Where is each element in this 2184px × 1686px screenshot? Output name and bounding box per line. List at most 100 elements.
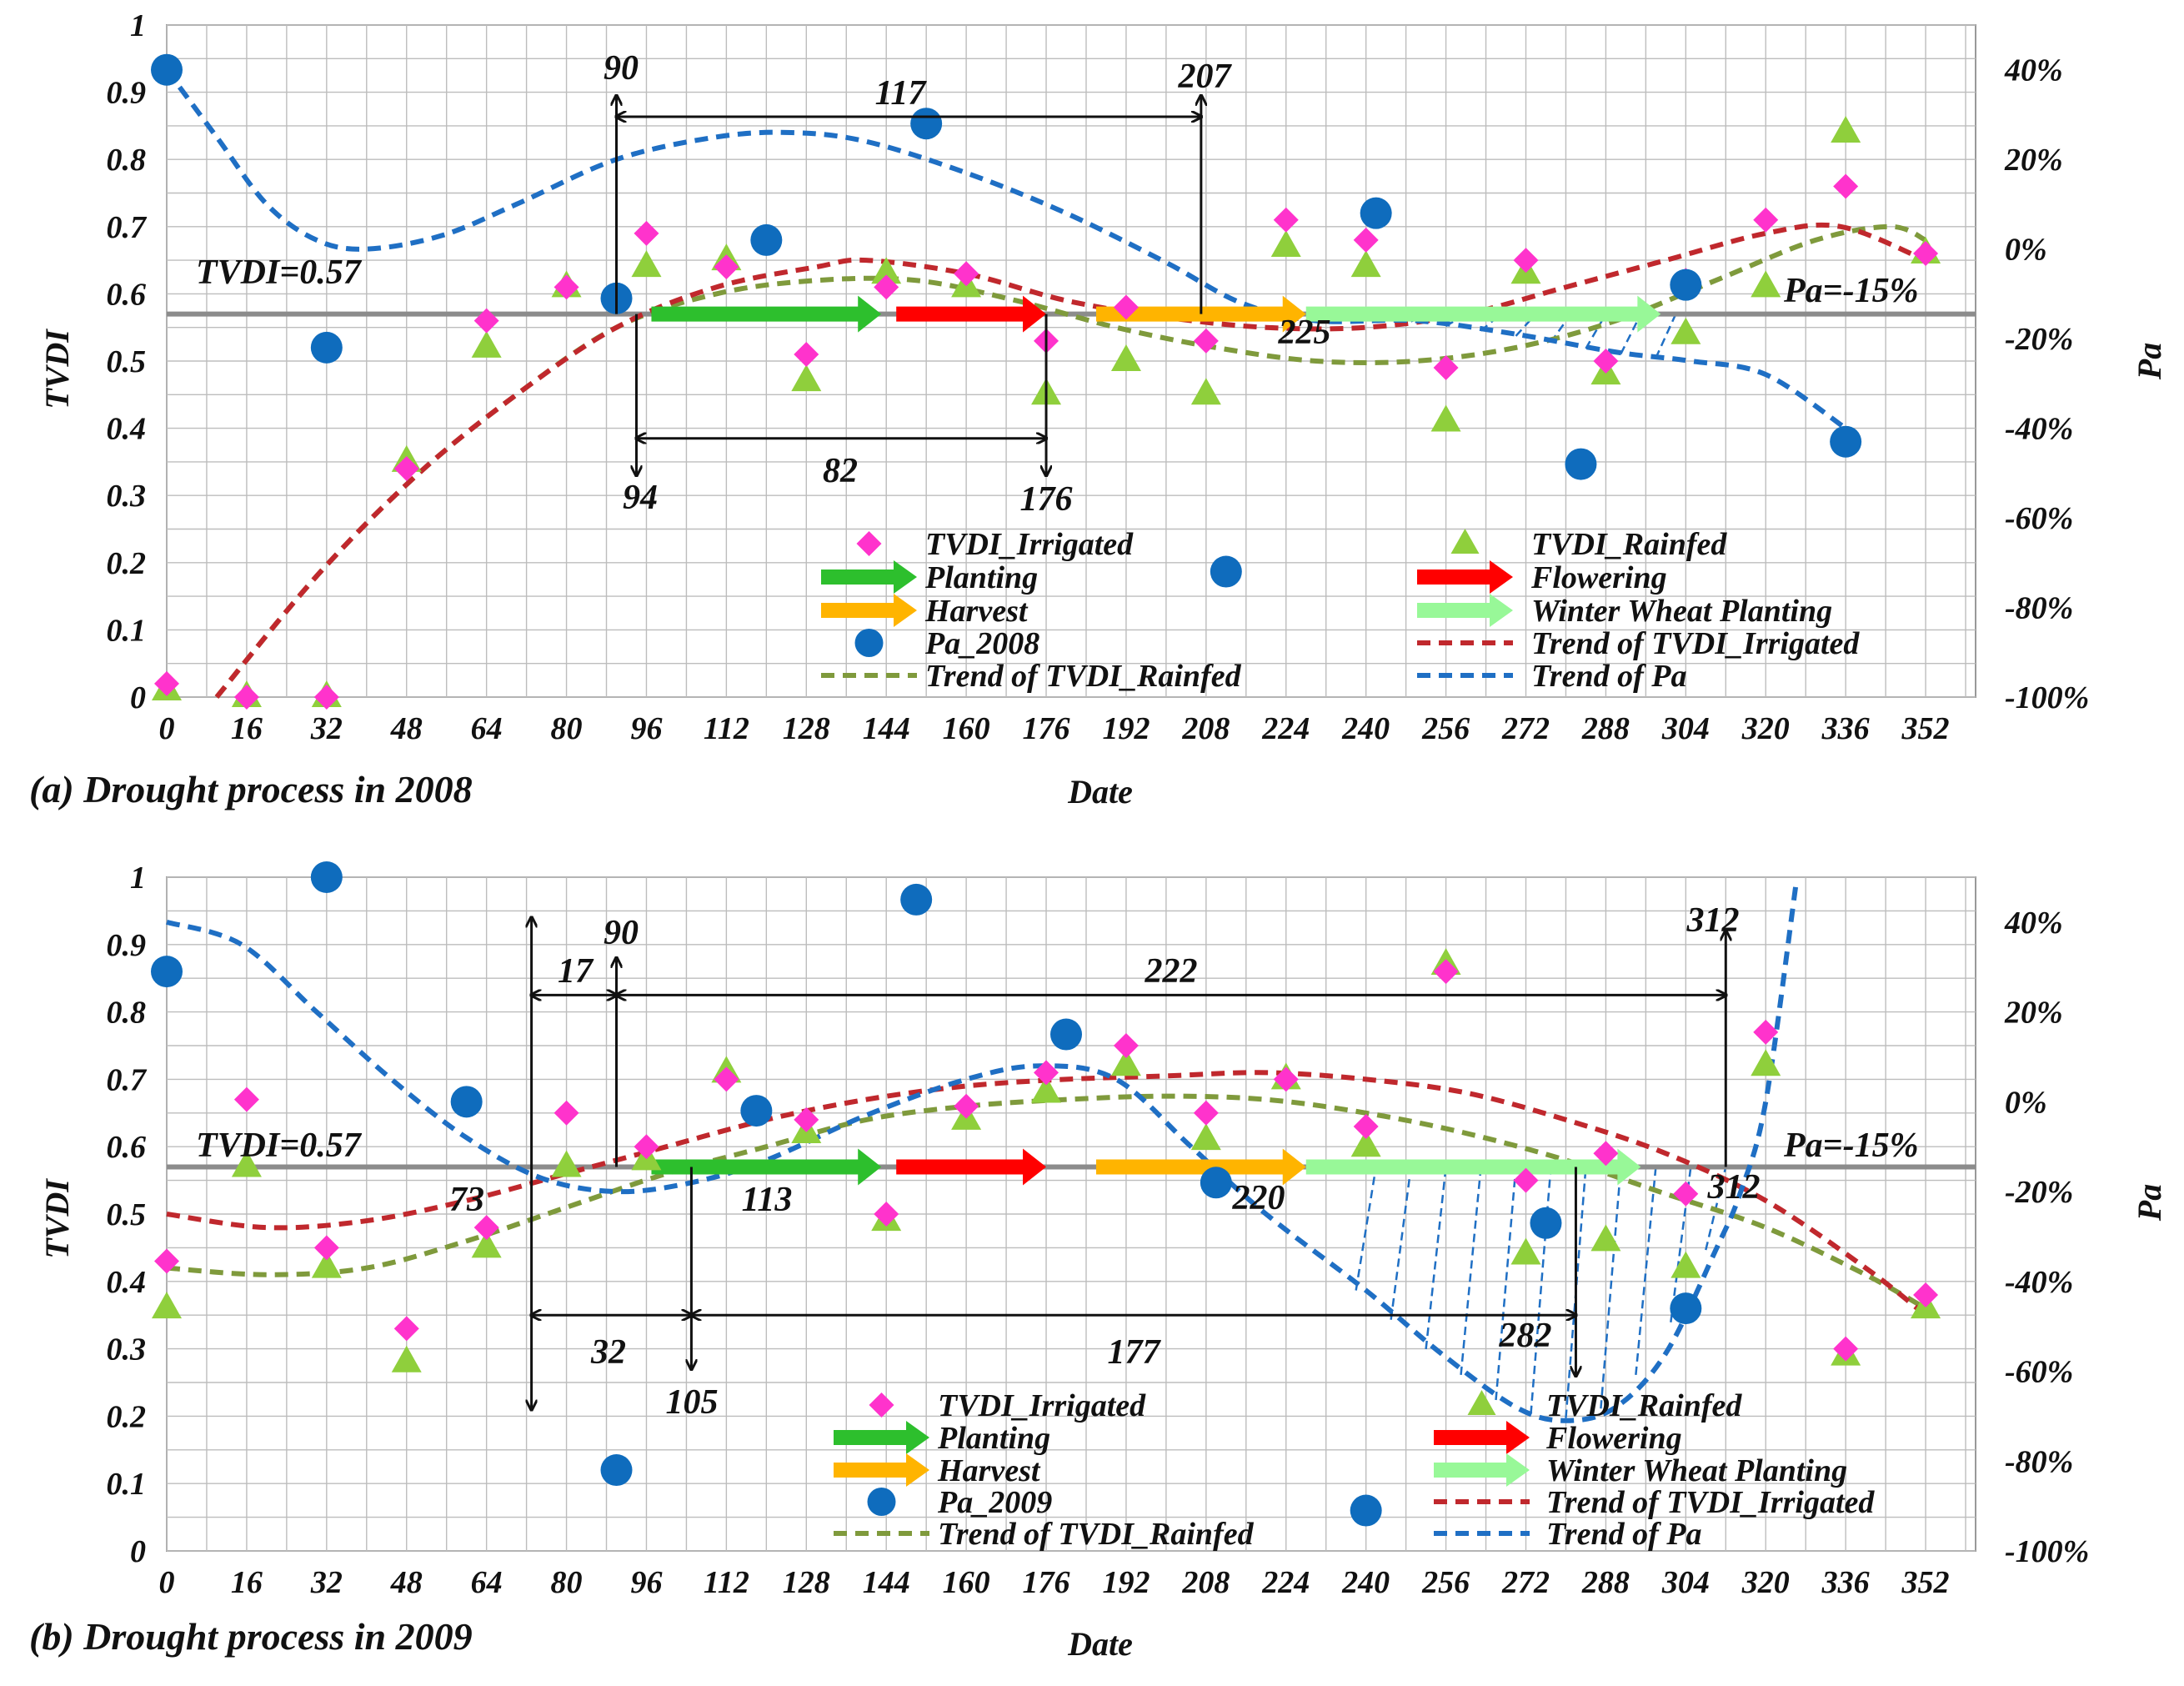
y-tick-0.6: 0.6	[107, 1130, 147, 1165]
flowering-arrow-2009	[896, 1148, 1047, 1186]
rainfed-point	[311, 1251, 342, 1278]
x-tick-32: 32	[310, 1565, 343, 1600]
rainfed-point	[391, 1345, 422, 1372]
x-tick-176: 176	[1023, 711, 1070, 746]
pa-point	[151, 53, 183, 86]
y2-tick--60%: -60%	[2005, 501, 2073, 536]
anno-176-2008: 176	[1020, 480, 1073, 519]
legend-flowering-marker	[1417, 560, 1513, 594]
legend-label-trend-irrigated-2009: Trend of TVDI_Irrigated	[1546, 1485, 1875, 1520]
x-tick-288: 288	[1581, 711, 1630, 746]
y-tick-0: 0	[130, 680, 146, 715]
y-tick-0.2: 0.2	[107, 546, 147, 581]
hatch-line	[1495, 1167, 1517, 1401]
y-tick-0.3: 0.3	[107, 1332, 147, 1367]
hatch-line	[1635, 1167, 1657, 1375]
x-tick-352: 352	[1901, 1565, 1950, 1600]
x-tick-128: 128	[783, 711, 830, 746]
y-tick-0.4: 0.4	[107, 412, 147, 447]
legend-label-winter-2009: Winter Wheat Planting	[1546, 1453, 1847, 1488]
trend-lines-2009	[166, 886, 1927, 1423]
harvest-arrow-2009	[1095, 1148, 1306, 1186]
y-tick-0.8: 0.8	[107, 996, 147, 1031]
panel-title-2009: (b) Drought process in 2009	[29, 1615, 473, 1658]
rainfed-point	[471, 1231, 502, 1258]
x-tick-240: 240	[1341, 711, 1390, 746]
anno-222-2009: 222	[1145, 952, 1198, 991]
pa-point	[1565, 448, 1597, 480]
pa-point	[1360, 197, 1392, 229]
irrigated-point	[313, 685, 339, 710]
irrigated-point	[954, 261, 979, 287]
anno-207-2008: 207	[1178, 58, 1233, 96]
x-tick-256: 256	[1421, 711, 1470, 746]
y-tick-0.2: 0.2	[107, 1399, 147, 1434]
x-tick-288: 288	[1581, 1565, 1630, 1600]
planting-arrow-2009	[651, 1148, 882, 1186]
anno-312-bottom-2009: 312	[1707, 1168, 1761, 1207]
y2-tick-0%: 0%	[2005, 233, 2047, 268]
y-tick-0.6: 0.6	[107, 277, 147, 312]
irrigated-point	[714, 254, 739, 280]
x-tick-240: 240	[1341, 1565, 1390, 1600]
y-tick-0.1: 0.1	[107, 1467, 147, 1502]
x-tick-48: 48	[390, 711, 423, 746]
x-tick-96: 96	[630, 711, 662, 746]
flowering-arrow-2008	[896, 295, 1047, 333]
y-tick-0.9: 0.9	[107, 928, 147, 963]
irrigated-point	[1193, 328, 1219, 354]
axes-2009: 0 16 32 48 64 80 96 112 128 144 160 176 192 208 224 240…	[107, 861, 2090, 1600]
irrigated-point	[233, 1086, 259, 1112]
grid-2009	[166, 876, 1976, 1552]
x-tick-144: 144	[863, 711, 910, 746]
irrigated-point	[1433, 355, 1459, 381]
irrigated-point	[1833, 1336, 1859, 1362]
pa-point	[1670, 268, 1702, 301]
x-tick-112: 112	[704, 1565, 749, 1600]
rainfed-point	[1751, 270, 1781, 298]
irrigated-point	[1513, 248, 1539, 273]
irrigated-point	[874, 274, 899, 300]
pa-point	[1350, 1494, 1382, 1527]
irrigated-point	[874, 1202, 899, 1227]
rainfed-point	[1671, 317, 1701, 344]
rainfed-point	[152, 1292, 182, 1319]
y-axis-title-2008: TVDI	[38, 329, 76, 409]
pa-threshold-label-2008: Pa=-15%	[1783, 272, 1919, 310]
panel-title-2008: (a) Drought process in 2008	[29, 768, 473, 810]
x-tick-256: 256	[1421, 1565, 1470, 1600]
x-tick-272: 272	[1501, 1565, 1550, 1600]
pa-point	[450, 1086, 483, 1118]
x-axis-title-2009: Date	[1067, 1625, 1133, 1663]
annotations-2009	[532, 917, 1726, 1409]
x-tick-320: 320	[1741, 1565, 1790, 1600]
x-tick-32: 32	[310, 711, 343, 746]
irrigated-point	[1433, 959, 1459, 985]
y2-tick--40%: -40%	[2005, 1265, 2073, 1300]
y2-tick-20%: 20%	[2004, 143, 2063, 178]
irrigated-point	[313, 1235, 339, 1261]
irrigated-point	[154, 1248, 179, 1274]
axes-2008: 0 16 32 48 64 80 96 112 128 144 160 176 192 208 224 240…	[107, 8, 2090, 746]
trend-pa-line-2008	[164, 68, 1847, 431]
pa-point	[750, 223, 783, 256]
pa-point	[1830, 425, 1862, 458]
y2-tick-0%: 0%	[2005, 1085, 2047, 1120]
irrigated-point	[1913, 241, 1939, 267]
legend-flowering-marker	[1434, 1421, 1530, 1454]
anno-282-2009: 282	[1499, 1317, 1552, 1355]
irrigated-point	[554, 274, 579, 300]
x-tick-304: 304	[1661, 1565, 1710, 1600]
y2-tick--60%: -60%	[2005, 1355, 2073, 1390]
legend-2009	[834, 1390, 1530, 1536]
anno-220-2009: 220	[1232, 1179, 1285, 1217]
y2-tick-40%: 40%	[2004, 906, 2063, 941]
x-tick-208: 208	[1181, 711, 1230, 746]
anno-82-2008: 82	[823, 452, 858, 490]
irrigated-point	[794, 1106, 819, 1132]
irrigated-point	[154, 670, 179, 696]
irrigated-point	[393, 455, 419, 481]
rainfed-point	[471, 330, 502, 358]
x-tick-48: 48	[390, 1565, 423, 1600]
legend-irrigated-marker	[869, 1392, 894, 1418]
